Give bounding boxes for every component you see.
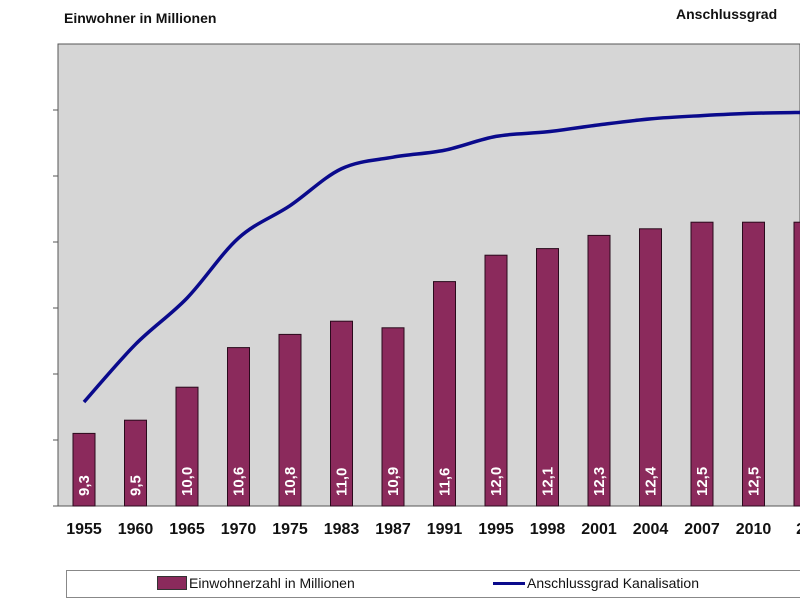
plot-area-background <box>57 43 800 507</box>
line-series-anschlussgrad <box>82 110 800 404</box>
bar-data-label: 9,5 <box>128 475 145 496</box>
bar-data-label: 12,0 <box>488 467 505 496</box>
legend-label-anschlussgrad: Anschlussgrad Kanalisation <box>527 575 699 591</box>
bar-data-label: 10,6 <box>231 467 248 496</box>
legend-item-anschlussgrad: Anschlussgrad Kanalisation <box>493 575 699 591</box>
bar-2007 <box>690 221 714 507</box>
bar-data-label: 12,5 <box>746 467 763 496</box>
bar-1998 <box>536 248 559 507</box>
legend-item-einwohnerzahl: Einwohnerzahl in Millionen <box>157 575 355 591</box>
x-tick-label: 1975 <box>272 521 308 538</box>
x-tick-label: 1998 <box>530 521 566 538</box>
x-tick-label: 1983 <box>324 521 360 538</box>
bar-data-label: 11,6 <box>437 468 454 496</box>
bar-1987 <box>381 327 405 507</box>
x-tick-label: 1970 <box>221 521 257 538</box>
bar-1995 <box>484 254 508 507</box>
bar-1983 <box>330 320 353 507</box>
legend-bar-swatch <box>157 576 187 590</box>
x-tick-label: 2004 <box>633 521 669 538</box>
bar-1975 <box>278 333 302 507</box>
bar-1965 <box>175 386 199 507</box>
bar-data-label: 10,0 <box>179 467 196 496</box>
legend-line-swatch <box>493 581 525 585</box>
legend-label-einwohnerzahl: Einwohnerzahl in Millionen <box>189 575 355 591</box>
bar-data-labels: 9,3 9,5 10,0 10,6 10,8 11,0 10,9 11,6 12,0 12,1 12… <box>76 466 800 496</box>
bar-2010 <box>742 221 765 507</box>
bar-1991 <box>433 281 456 507</box>
y-axis-ticks <box>53 109 58 507</box>
bar-2004 <box>639 228 662 507</box>
chart-canvas: 9,3 9,5 10,0 10,6 10,8 11,0 10,9 11,6 12,0 12,1 12… <box>53 43 800 538</box>
bar-data-label: 10,8 <box>282 467 299 496</box>
bar-data-label: 12,3 <box>591 467 608 496</box>
legend: Einwohnerzahl in Millionen Anschlussgrad… <box>66 570 800 598</box>
x-tick-label: 2001 <box>581 521 617 538</box>
x-tick-label: 2007 <box>684 521 720 538</box>
bar-data-label: 12,4 <box>643 466 660 496</box>
bar-series <box>72 221 800 507</box>
x-tick-label: 1987 <box>375 521 411 538</box>
bar-20 <box>793 221 800 507</box>
bar-data-label: 12,5 <box>694 467 711 496</box>
left-axis-title: Einwohner in Millionen <box>64 10 217 26</box>
bar-data-label: 10,9 <box>385 467 402 496</box>
right-axis-title: Anschlussgrad <box>676 6 778 22</box>
x-axis-tick-labels: 1955 1960 1965 1970 1975 1983 1987 1991 1995 1998… <box>66 521 800 538</box>
bar-1960 <box>124 419 147 507</box>
x-tick-label: 1965 <box>169 521 205 538</box>
x-tick-label: 1955 <box>66 521 102 538</box>
x-tick-label: 20 <box>796 521 800 538</box>
bar-data-label: 12,5 <box>797 467 800 496</box>
bar-data-label: 9,3 <box>76 475 93 496</box>
bar-2001 <box>587 234 611 507</box>
bar-1955 <box>72 432 96 507</box>
bar-1970 <box>227 347 250 507</box>
bar-data-label: 11,0 <box>334 468 351 496</box>
bar-data-label: 12,1 <box>540 467 557 496</box>
x-tick-label: 1960 <box>118 521 154 538</box>
x-tick-label: 1995 <box>478 521 514 538</box>
x-tick-label: 1991 <box>427 521 463 538</box>
x-tick-label: 2010 <box>736 521 772 538</box>
